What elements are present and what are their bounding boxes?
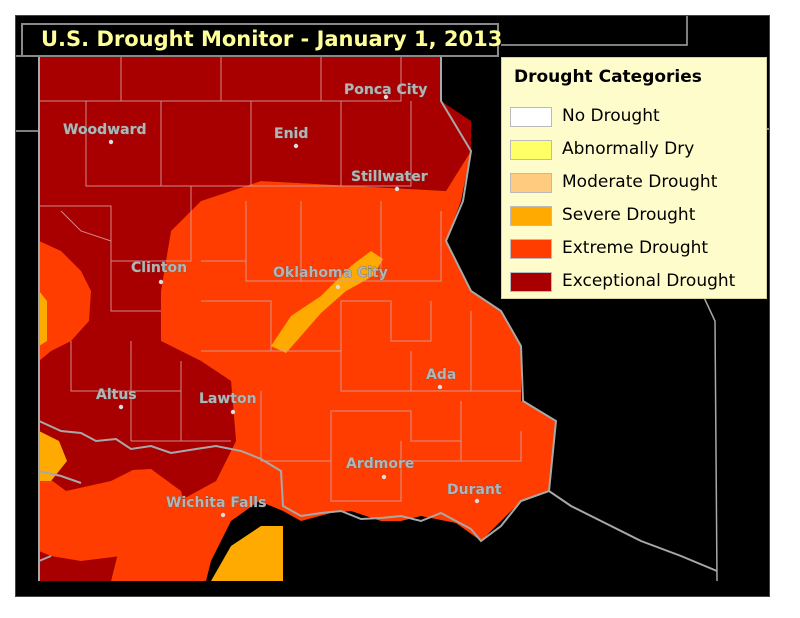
city-dot: [383, 94, 389, 100]
legend-item-no-drought: No Drought: [510, 104, 764, 130]
city-label: Enid: [274, 126, 308, 142]
legend-item-extreme-drought: Extreme Drought: [510, 236, 764, 262]
city-label: Ardmore: [346, 456, 414, 472]
city-label: Ada: [426, 367, 456, 383]
county-line: [70, 341, 132, 392]
city-dot: [381, 474, 387, 480]
severe-drought-okc: [271, 251, 383, 353]
city-dot: [108, 139, 114, 145]
legend-item-exceptional-drought: Exceptional Drought: [510, 269, 764, 295]
county-line: [330, 441, 462, 502]
legend-item-severe-drought: Severe Drought: [510, 203, 764, 229]
city-dot: [118, 404, 124, 410]
legend: Drought Categories No Drought Abnormally…: [501, 57, 767, 299]
city-dot: [394, 186, 400, 192]
city-label: Oklahoma City: [273, 265, 388, 281]
arkansas-line: [501, 16, 688, 46]
legend-item-moderate-drought: Moderate Drought: [510, 170, 764, 196]
city-ada: Ada: [426, 367, 457, 390]
city-durant: Durant: [447, 482, 502, 504]
county-line: [130, 391, 181, 442]
legend-label: No Drought: [562, 106, 660, 126]
city-label: Ponca City: [344, 82, 427, 98]
legend-swatch: [510, 272, 552, 292]
red-river: [38, 420, 718, 572]
legend-label: Exceptional Drought: [562, 271, 736, 291]
drought-areas: [39, 56, 556, 581]
county-line: [85, 101, 162, 187]
legend-swatch: [510, 107, 552, 127]
legend-label: Severe Drought: [562, 205, 696, 225]
city-label: Clinton: [131, 260, 187, 276]
legend-label: Abnormally Dry: [562, 139, 695, 159]
extreme-drought-area: [111, 151, 556, 581]
county-line: [381, 211, 442, 282]
legend-item-abnormally-dry: Abnormally Dry: [510, 137, 764, 163]
city-label: Woodward: [63, 122, 147, 138]
county-lines: [39, 56, 522, 502]
extreme-drought-southwest: [39, 461, 186, 561]
city-ponca-city: Ponca City: [344, 82, 428, 100]
city-oklahoma-city: Oklahoma City: [273, 265, 388, 290]
legend-swatch: [510, 173, 552, 193]
county-line: [321, 56, 402, 102]
drought-map: Ponca City Woodward Enid Stillwater Clin…: [15, 15, 770, 597]
city-dot: [437, 384, 443, 390]
city-stillwater: Stillwater: [351, 169, 428, 192]
city-dot: [474, 498, 480, 504]
legend-title: Drought Categories: [514, 67, 702, 87]
county-line: [461, 431, 522, 462]
arkansas-south-line: [700, 290, 718, 582]
city-dot: [220, 512, 226, 518]
city-woodward: Woodward: [63, 122, 147, 145]
city-dot: [158, 279, 164, 285]
legend-label: Moderate Drought: [562, 172, 718, 192]
city-dot: [335, 284, 341, 290]
county-line: [260, 391, 462, 462]
title-box: U.S. Drought Monitor - January 1, 2013: [21, 23, 503, 57]
legend-swatch: [510, 140, 552, 160]
extreme-drought-west: [39, 241, 91, 361]
city-markers: Ponca City Woodward Enid Stillwater Clin…: [63, 82, 502, 518]
city-dot: [230, 409, 236, 415]
city-label: Durant: [447, 482, 502, 498]
county-line: [60, 210, 112, 242]
city-label: Stillwater: [351, 169, 428, 185]
texas-line-south: [38, 470, 82, 484]
city-altus: Altus: [96, 387, 137, 410]
city-label: Lawton: [199, 391, 257, 407]
county-line: [201, 300, 272, 352]
oklahoma-east-edge: [440, 56, 558, 492]
city-ardmore: Ardmore: [346, 456, 415, 480]
map-canvas: Ponca City Woodward Enid Stillwater Clin…: [16, 16, 769, 582]
legend-swatch: [510, 206, 552, 226]
city-dot: [293, 143, 299, 149]
exceptional-drought-southwest: [46, 336, 233, 491]
county-line: [341, 101, 412, 187]
city-enid: Enid: [274, 126, 309, 149]
legend-label: Extreme Drought: [562, 238, 709, 258]
state-boundary: [38, 56, 718, 581]
county-line: [340, 351, 412, 392]
legend-swatch: [510, 239, 552, 259]
city-label: Wichita Falls: [166, 495, 266, 511]
severe-drought-south: [211, 526, 283, 581]
texas-line-southwest: [38, 555, 52, 562]
city-wichita-falls: Wichita Falls: [166, 495, 267, 518]
map-title: U.S. Drought Monitor - January 1, 2013: [41, 27, 503, 51]
county-line: [110, 261, 161, 312]
severe-drought-west-edge: [39, 291, 47, 346]
city-lawton: Lawton: [199, 391, 257, 415]
severe-drought-southwest-edge: [39, 431, 67, 481]
city-label: Altus: [96, 387, 137, 403]
county-line: [245, 201, 302, 282]
city-clinton: Clinton: [131, 260, 187, 285]
